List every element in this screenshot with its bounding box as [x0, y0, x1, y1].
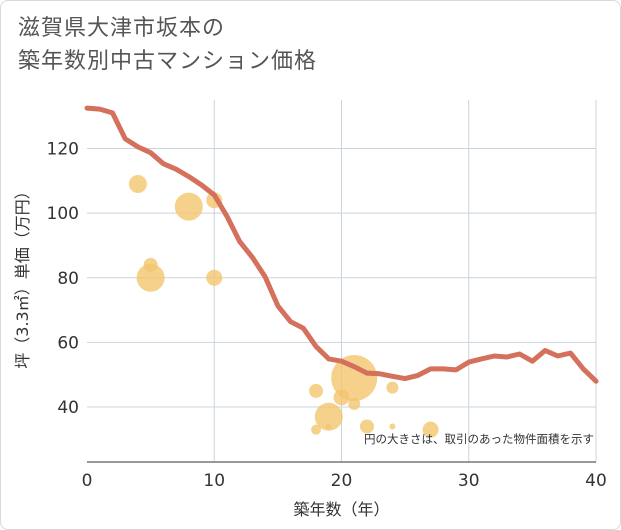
x-tick-label: 40 [585, 471, 607, 491]
grid-lines [87, 100, 597, 462]
bubble-point [359, 419, 374, 434]
bubble-point [206, 269, 223, 286]
y-tick-label: 80 [57, 269, 79, 289]
title-line-2: 築年数別中古マンション価格 [18, 49, 318, 74]
bubble-point [174, 192, 203, 221]
y-tick-label: 100 [47, 204, 79, 224]
bubble-point [309, 383, 324, 398]
title-line-1: 滋賀県大津市坂本の [18, 16, 226, 41]
x-tick-label: 30 [458, 471, 480, 491]
x-tick-label: 10 [203, 471, 225, 491]
bubble-point [128, 175, 147, 194]
bubble-point [311, 424, 322, 435]
x-tick-label: 0 [82, 471, 93, 491]
x-axis-label: 築年数（年） [293, 500, 389, 519]
bubble-point [325, 423, 332, 430]
bubble-point [331, 354, 378, 401]
bubble-point [348, 397, 361, 410]
average-price-line [84, 105, 599, 384]
bubble-point [314, 402, 343, 431]
bubble-series [128, 175, 439, 438]
y-axis-label: 坪（3.3㎡）単価（万円） [13, 183, 32, 368]
bubble-point [136, 263, 165, 292]
x-tick-labels: 0 10 20 30 40 [82, 471, 607, 491]
y-tick-labels: 40 60 80 100 120 [47, 139, 79, 418]
y-tick-label: 40 [57, 398, 79, 418]
y-tick-label: 60 [57, 333, 79, 353]
bubble-point [389, 423, 396, 430]
bubble-size-note: 円の大きさは、取引のあった物件面積を示す [364, 432, 594, 446]
x-tick-label: 20 [331, 471, 353, 491]
bubble-point [422, 421, 439, 438]
bubble-point [386, 381, 399, 394]
chart-title: 滋賀県大津市坂本の 築年数別中古マンション価格 [18, 12, 578, 78]
y-tick-label: 120 [47, 139, 79, 159]
